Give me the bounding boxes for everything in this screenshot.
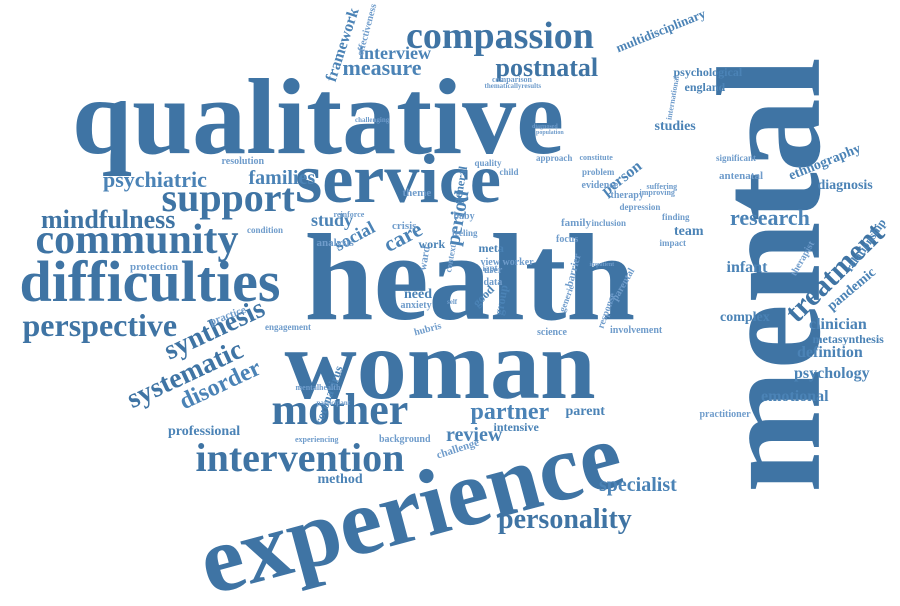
cloud-word: parent (565, 404, 605, 419)
cloud-word: thematicallyresults (484, 81, 542, 90)
cloud-word: study (311, 210, 354, 230)
cloud-word: baby (453, 211, 475, 222)
cloud-word: challenging (355, 115, 390, 124)
cloud-word: diagnosed (532, 124, 558, 130)
cloud-word: approach (536, 152, 573, 163)
cloud-word: self (447, 297, 458, 306)
cloud-word: problem (582, 166, 615, 177)
cloud-word: partner (470, 399, 550, 425)
cloud-word: protection (130, 260, 179, 273)
cloud-word: constitute (579, 153, 613, 162)
cloud-word: mother (271, 385, 409, 434)
cloud-word: inclusion (591, 217, 627, 228)
cloud-word: worker (502, 257, 534, 268)
cloud-word: resolution (221, 156, 265, 167)
cloud-word: feeling (452, 227, 478, 238)
cloud-word: significant (716, 152, 757, 163)
cloud-word: impatient (589, 262, 615, 268)
cloud-word: studies (654, 119, 696, 134)
cloud-word: personality (498, 504, 632, 535)
cloud-word: difficulties (19, 249, 281, 314)
cloud-word: need (404, 287, 432, 302)
cloud-word: practitioner (699, 409, 751, 420)
cloud-word: experiencing (295, 435, 339, 444)
cloud-word: data (483, 277, 503, 288)
cloud-word: infant (726, 259, 768, 276)
cloud-word: condition (247, 224, 284, 235)
cloud-word: clinician (809, 316, 867, 333)
cloud-word: iapt (482, 262, 498, 273)
cloud-word: support (161, 175, 295, 220)
cloud-word: service (295, 141, 501, 218)
cloud-word: interview (359, 43, 431, 63)
cloud-word: comparison (492, 75, 532, 84)
cloud-word: crisis (392, 219, 417, 232)
cloud-word: analysis (316, 236, 354, 249)
cloud-word: reinforce (333, 210, 365, 219)
cloud-word: emotional (761, 388, 829, 405)
cloud-word: view (480, 257, 500, 268)
cloud-word: method (317, 472, 363, 487)
cloud-word: finding (662, 211, 690, 222)
cloud-word: antenatal (719, 169, 763, 182)
cloud-word: team (674, 224, 704, 239)
cloud-word: specialist (599, 474, 677, 496)
cloud-word: theme (402, 186, 432, 199)
cloud-word: therapy (610, 190, 644, 201)
cloud-word: international (664, 75, 682, 121)
cloud-word: improving (639, 188, 675, 197)
cloud-word: participant (316, 398, 350, 407)
cloud-word: metasynthesis (812, 332, 884, 346)
cloud-word: background (379, 434, 431, 445)
cloud-word: anxiety (400, 300, 432, 311)
cloud-word: postnatal (495, 53, 599, 82)
cloud-word: population (536, 130, 564, 136)
cloud-word: community (35, 217, 239, 263)
cloud-word: evidence (581, 180, 619, 191)
cloud-word: child (499, 166, 519, 177)
cloud-word: diagnosis (817, 178, 873, 193)
cloud-word: compassion (406, 15, 594, 57)
cloud-word: suffering (646, 182, 678, 191)
cloud-word: focus (556, 234, 579, 245)
cloud-word: intensive (493, 420, 539, 434)
cloud-word: professional (168, 424, 241, 439)
cloud-word: woman (284, 309, 596, 420)
cloud-word: quality (474, 157, 502, 168)
cloud-word: family (561, 216, 591, 229)
cloud-word: involvement (610, 325, 663, 336)
cloud-word: depression (619, 201, 661, 212)
cloud-word: psychiatric (103, 167, 207, 192)
cloud-word: mentalhealth (295, 383, 341, 392)
cloud-word: research (730, 205, 810, 230)
cloud-word: impact (659, 237, 687, 248)
cloud-word: psychology (794, 365, 870, 382)
cloud-word: measure (342, 55, 422, 80)
cloud-word: families (248, 167, 316, 189)
cloud-word: qualitative (72, 58, 565, 177)
cloud-word: england (684, 80, 726, 94)
cloud-word: complex (720, 310, 770, 325)
cloud-word: intervention (195, 435, 405, 480)
cloud-word: multidisciplinary (613, 5, 708, 55)
cloud-word: science (537, 327, 567, 338)
cloud-word: work (418, 237, 446, 251)
cloud-word: review (446, 424, 503, 446)
cloud-word: psychological (673, 65, 743, 79)
cloud-word: user (484, 265, 503, 276)
cloud-word: meta (478, 241, 504, 255)
cloud-word: perspective (22, 307, 178, 343)
cloud-word: definition (797, 344, 863, 361)
cloud-word: engagement (265, 321, 311, 332)
cloud-word: mindfulness (41, 205, 176, 234)
cloud-word: health (304, 209, 636, 346)
